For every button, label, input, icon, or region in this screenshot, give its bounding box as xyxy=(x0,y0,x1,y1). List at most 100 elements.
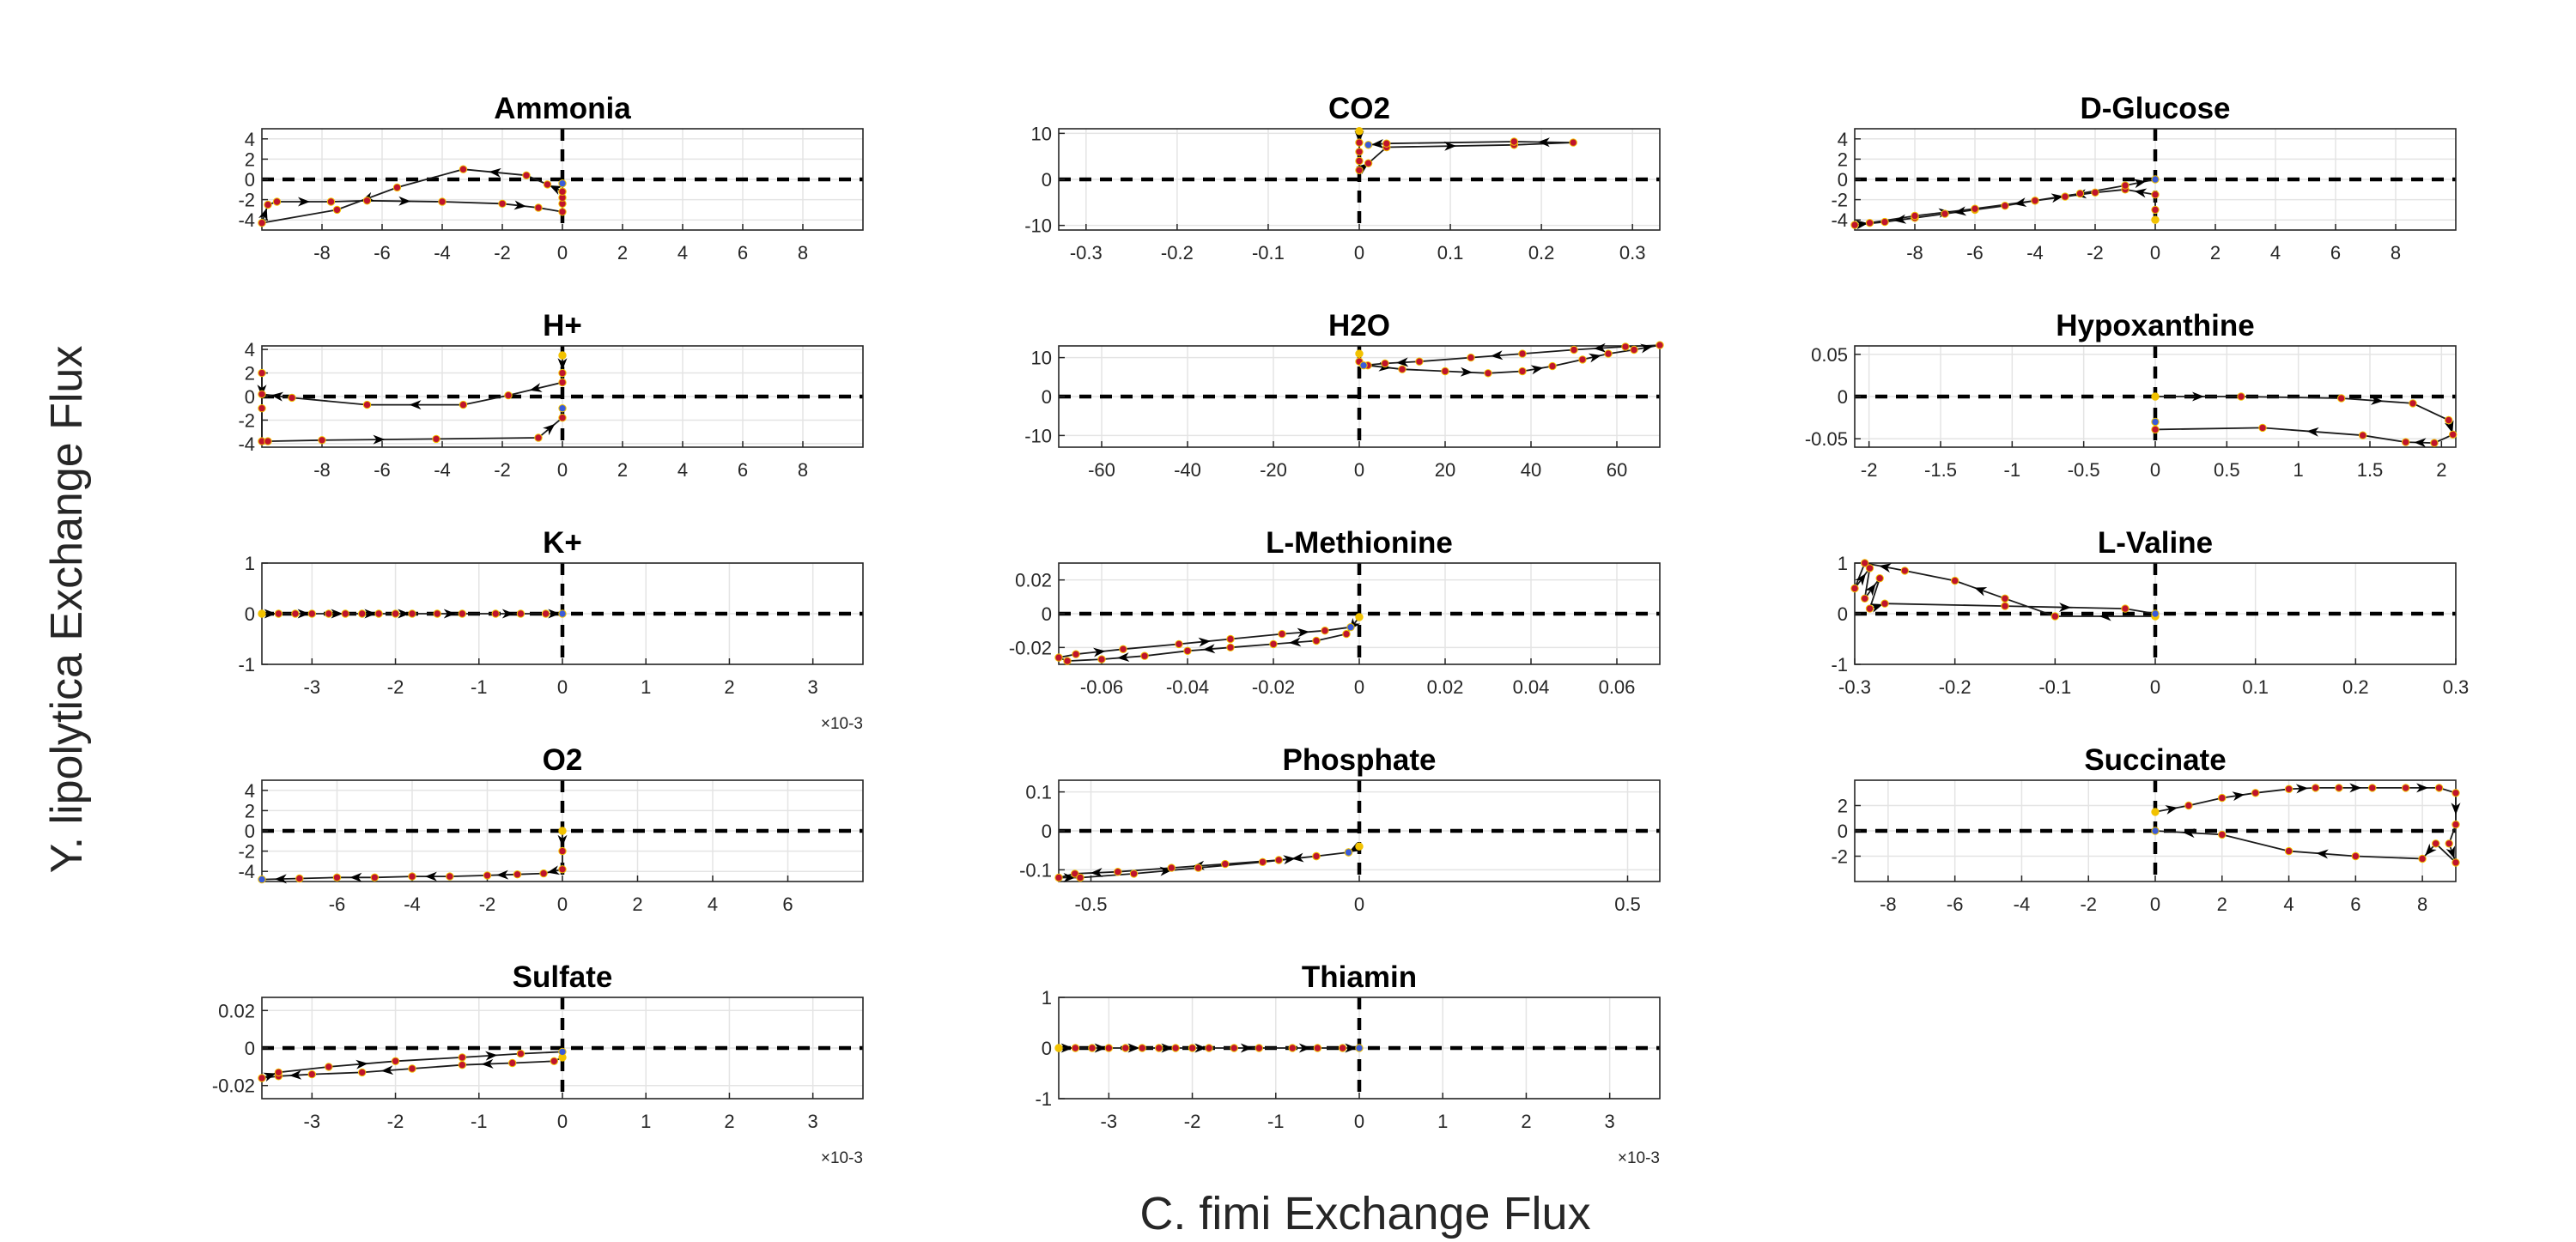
direction-arrow xyxy=(297,609,310,619)
x-tick-label: -8 xyxy=(1880,894,1897,915)
x-tick-label: 2 xyxy=(617,242,628,264)
direction-arrow xyxy=(1161,1043,1174,1053)
x-tick-label: 2 xyxy=(724,676,734,698)
data-point xyxy=(1114,868,1122,876)
x-tick-label: -0.2 xyxy=(1161,242,1194,264)
direction-arrow xyxy=(398,609,410,619)
x-tick-label: 0.3 xyxy=(1619,242,1646,264)
direction-arrow xyxy=(443,609,456,619)
data-point xyxy=(1155,1044,1163,1052)
y-tick-label: 1 xyxy=(245,553,255,574)
data-point xyxy=(1097,655,1106,663)
direction-arrow xyxy=(2232,791,2245,802)
data-point xyxy=(1274,856,1284,864)
data-point xyxy=(1205,1044,1213,1052)
data-point xyxy=(1467,353,1475,362)
data-point xyxy=(1861,559,1869,567)
x-tick-label: -0.02 xyxy=(1252,676,1295,698)
x-tick-label: 4 xyxy=(677,242,688,264)
data-point xyxy=(1355,349,1364,358)
data-point xyxy=(2001,602,2009,610)
data-point xyxy=(1312,851,1321,861)
data-point xyxy=(1258,857,1267,866)
data-point xyxy=(2075,189,2085,198)
x-tick-label: -0.06 xyxy=(1080,676,1123,698)
x-tick-label: -0.5 xyxy=(1075,894,1108,915)
panel-title: Succinate xyxy=(2084,743,2226,777)
direction-arrow xyxy=(496,869,509,880)
x-tick-label: -1 xyxy=(2004,459,2021,481)
data-point xyxy=(1175,639,1183,649)
data-point xyxy=(558,846,567,856)
direction-arrow xyxy=(2444,420,2454,433)
x-tick-label: 0 xyxy=(1354,459,1364,481)
y-tick-label: 0 xyxy=(1042,603,1052,625)
direction-arrow xyxy=(2099,611,2111,621)
x-tick-label: -1 xyxy=(1267,1111,1285,1132)
x-tick-label: 1 xyxy=(641,1111,651,1132)
data-point xyxy=(2449,430,2458,439)
panel-thiamin: Thiamin -3 -2 -1 0 1 2 3 -1 0 1 ×10-3 xyxy=(1035,960,1661,1167)
direction-arrow xyxy=(1537,137,1550,148)
data-point xyxy=(1621,342,1630,351)
y-tick-label: 4 xyxy=(1838,129,1848,150)
data-point xyxy=(1226,643,1235,651)
x-tick-label: 0 xyxy=(557,459,568,481)
data-point xyxy=(2001,594,2009,603)
data-point xyxy=(1129,869,1139,878)
data-point xyxy=(1312,636,1321,645)
data-point xyxy=(258,390,266,398)
data-point xyxy=(2258,423,2267,433)
data-point xyxy=(1880,599,1889,608)
data-point xyxy=(258,219,266,227)
panel-title: L-Valine xyxy=(2098,526,2213,560)
y-tick-label: 0.02 xyxy=(1015,570,1052,591)
data-point xyxy=(391,609,400,618)
data-point xyxy=(2430,439,2439,447)
data-point xyxy=(459,400,468,409)
direction-arrow xyxy=(1194,1043,1207,1053)
panel-title: Hypoxanthine xyxy=(2056,309,2254,342)
direction-arrow xyxy=(2316,849,2329,859)
x-tick-label: 60 xyxy=(1607,459,1627,481)
y-tick-label: 4 xyxy=(245,339,255,360)
direction-arrow xyxy=(1345,1043,1358,1053)
x-tick-label: 2 xyxy=(2217,894,2227,915)
data-point xyxy=(332,205,342,215)
direction-arrow xyxy=(557,834,568,847)
data-point xyxy=(1230,1044,1238,1052)
data-point xyxy=(432,434,440,444)
y-tick-label: 0 xyxy=(1838,169,1848,191)
direction-arrow xyxy=(263,1072,276,1082)
data-point xyxy=(1255,1044,1264,1052)
x-tick-label: -2 xyxy=(387,1111,404,1132)
data-point xyxy=(295,874,304,883)
x-tick-label: 0.06 xyxy=(1599,676,1636,698)
x-tick-label: -2 xyxy=(1184,1111,1201,1132)
direction-arrow xyxy=(1396,357,1409,367)
data-point xyxy=(1188,1044,1197,1052)
data-point xyxy=(1578,355,1587,364)
panel-title: Sulfate xyxy=(513,960,613,994)
data-point xyxy=(1355,613,1364,621)
y-tick-label: 0.02 xyxy=(218,1000,255,1021)
data-point xyxy=(370,873,379,882)
data-point xyxy=(1355,1044,1364,1052)
x-tick-label: -2 xyxy=(494,459,511,481)
data-point xyxy=(2218,793,2227,803)
data-point xyxy=(1183,646,1192,655)
data-point xyxy=(1355,842,1364,851)
x-tick-label: -6 xyxy=(329,894,346,915)
data-point xyxy=(1072,650,1080,658)
data-point xyxy=(2335,784,2343,792)
data-point xyxy=(2050,612,2060,621)
panel-l-valine: L-Valine -0.3 -0.2 -0.1 0 0.1 0.2 0.3 -1 0 1 xyxy=(1831,526,2469,698)
x-tick-label: -2 xyxy=(1861,459,1878,481)
direction-arrow xyxy=(1594,342,1607,353)
direction-arrow xyxy=(547,865,561,875)
direction-arrow xyxy=(1953,206,1967,216)
data-point xyxy=(1951,576,1959,585)
y-tick-label: 10 xyxy=(1031,348,1052,369)
data-point xyxy=(1941,209,1949,218)
data-point xyxy=(358,1068,367,1077)
